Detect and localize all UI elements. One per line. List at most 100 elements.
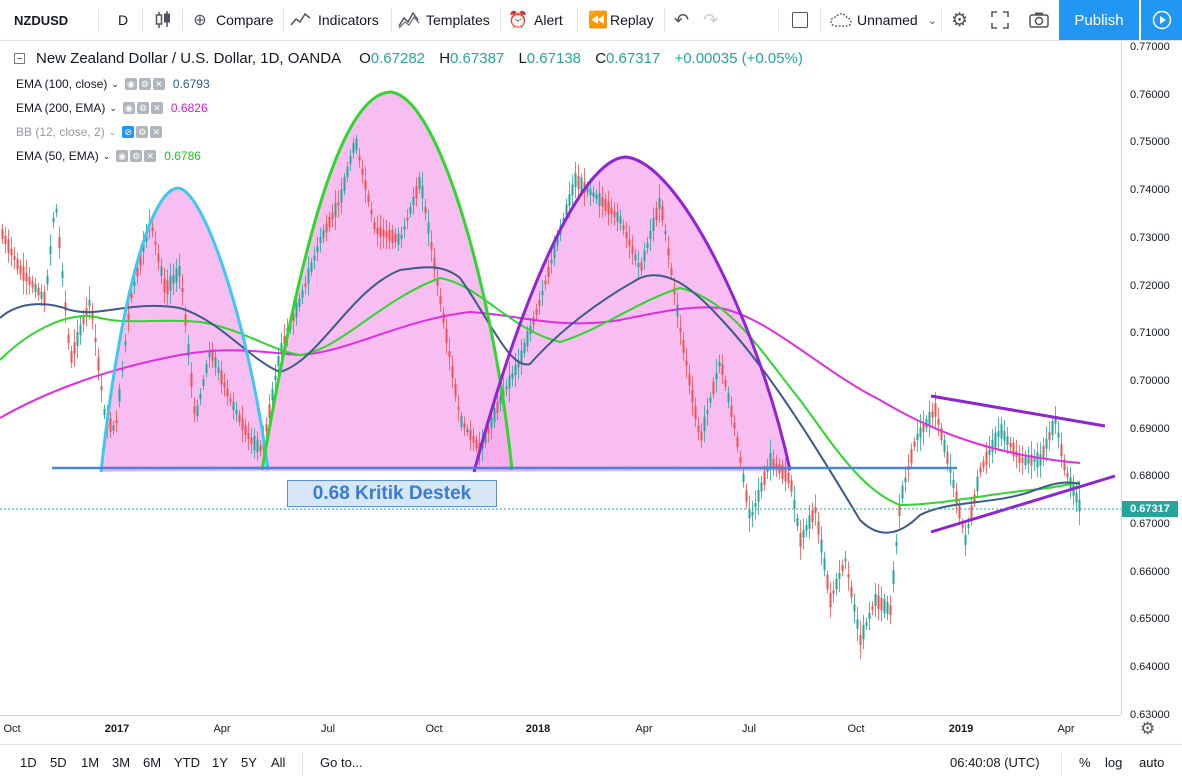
candle-body [781,464,784,480]
candle-body [574,173,577,187]
percent-toggle[interactable]: % [1079,755,1091,770]
candle-body [673,287,676,295]
candle-body [517,360,520,368]
compare-button[interactable]: ⊕ Compare [190,0,273,40]
range-ytd[interactable]: YTD [174,755,200,770]
eye-icon[interactable]: ◉ [124,78,137,90]
candle-body [811,509,814,523]
price-scale[interactable]: 0.77000 0.76000 0.75000 0.74000 0.73000 0.720… [1121,41,1182,721]
ema-200-line [0,306,1081,464]
range-5y[interactable]: 5Y [241,755,257,770]
indicator-label: BB (12, close, 2) [16,125,105,139]
candle-body [790,480,793,492]
interval-selector[interactable]: D [118,12,129,28]
chart-canvas[interactable] [0,41,1121,715]
candle-body [847,574,850,578]
gear-icon[interactable]: ⚙ [136,126,149,138]
candle-body [844,558,847,562]
goto-button[interactable]: Go to... [320,755,363,770]
chart-style-button[interactable] [154,0,172,40]
redo-button[interactable]: ↷ [703,9,719,30]
candle-body [604,199,607,211]
undo-button[interactable]: ↶ [674,9,690,30]
candle-body [916,433,919,441]
settings-button[interactable]: ⚙ [951,0,968,40]
candle-body [952,480,955,488]
candle-body [757,490,760,502]
gear-icon[interactable]: ⚙ [136,102,149,114]
indicator-row-ema-50[interactable]: EMA (50, EMA) ⌄ ◉ ⚙ ✕ 0.6786 [16,146,201,166]
close-icon[interactable]: ✕ [144,150,157,162]
candle-body [370,209,373,215]
candle-body [322,229,325,239]
gear-icon[interactable]: ⚙ [138,78,151,90]
chevron-down-icon[interactable]: ⌄ [109,102,117,113]
fullscreen-button[interactable] [991,0,1009,40]
indicator-row-bb[interactable]: BB (12, close, 2) ⌄ ⊘ ⚙ ✕ [16,122,170,142]
indicators-button[interactable]: Indicators [290,0,379,40]
candle-body [442,313,445,323]
candle-body [904,477,907,483]
range-5d[interactable]: 5D [50,755,67,770]
candle-body [355,138,358,151]
candle-body [298,298,301,307]
symbol-search[interactable]: NZDUSD [14,12,69,28]
replay-button[interactable]: ⏪ Replay [588,0,654,40]
templates-button[interactable]: Templates [398,0,490,40]
indicators-icon [290,12,311,26]
close-icon[interactable]: ✕ [152,78,165,90]
candle-body [331,212,334,220]
log-toggle[interactable]: log [1105,755,1123,770]
close-label: C [595,50,607,67]
gear-icon[interactable]: ⚙ [130,150,143,162]
close-icon[interactable]: ✕ [150,102,163,114]
candle-body [205,364,208,374]
candle-body [997,431,1000,437]
candle-body [580,177,583,193]
candle-body [571,184,574,196]
eye-icon[interactable]: ◉ [122,102,135,114]
candle-body [661,205,664,221]
range-1m[interactable]: 1M [81,755,100,770]
time-scale[interactable]: Oct 2017 Apr Jul Oct 2018 Apr Jul Oct 2019 Apr [0,715,1121,743]
candle-body [448,351,451,357]
candle-body [976,476,979,492]
ema-50-line [0,276,1081,507]
support-annotation[interactable]: 0.68 Kritik Destek [287,480,497,507]
price-tick-label: 0.76000 [1130,88,1170,101]
candle-body [754,503,757,507]
candle-body [460,416,463,427]
range-1y[interactable]: 1Y [212,755,228,770]
layout-name-button[interactable]: Unnamed ⌄ [829,0,937,40]
range-3m[interactable]: 3M [112,755,131,770]
snapshot-button[interactable] [1029,0,1049,40]
collapse-legend-icon[interactable] [14,53,25,64]
indicator-row-ema-200[interactable]: EMA (200, EMA) ⌄ ◉ ⚙ ✕ 0.6826 [16,98,208,118]
cup-arc-1 [99,186,270,473]
candle-body [823,557,826,571]
candle-body [841,565,844,571]
chart-pane[interactable]: New Zealand Dollar / U.S. Dollar, 1D, OA… [0,41,1121,715]
scale-settings-button[interactable]: ⚙ [1140,719,1155,739]
chevron-down-icon[interactable]: ⌄ [111,78,119,89]
indicator-row-ema-100[interactable]: EMA (100, close) ⌄ ◉ ⚙ ✕ 0.6793 [16,74,210,94]
indicator-value: 0.6786 [164,149,201,163]
candle-body [94,337,97,343]
range-6m[interactable]: 6M [143,755,162,770]
range-all[interactable]: All [271,755,286,770]
range-1d[interactable]: 1D [20,755,37,770]
chevron-down-icon[interactable]: ⌄ [102,150,111,161]
indicator-label: EMA (200, EMA) [16,101,106,115]
chevron-down-icon[interactable]: ⌄ [108,126,117,137]
hidden-eye-icon[interactable]: ⊘ [122,126,135,138]
close-icon[interactable]: ✕ [150,126,163,138]
auto-toggle[interactable]: auto [1139,755,1165,770]
play-button[interactable] [1141,0,1182,40]
eye-icon[interactable]: ◉ [116,150,129,162]
alert-button[interactable]: ⏰ Alert [508,0,563,40]
publish-button[interactable]: Publish [1059,0,1139,40]
clock[interactable]: 06:40:08 (UTC) [950,755,1040,770]
gear-icon: ⚙ [1140,719,1156,738]
fullscreen-toggle-button[interactable] [792,0,808,40]
candle-body [715,372,718,380]
